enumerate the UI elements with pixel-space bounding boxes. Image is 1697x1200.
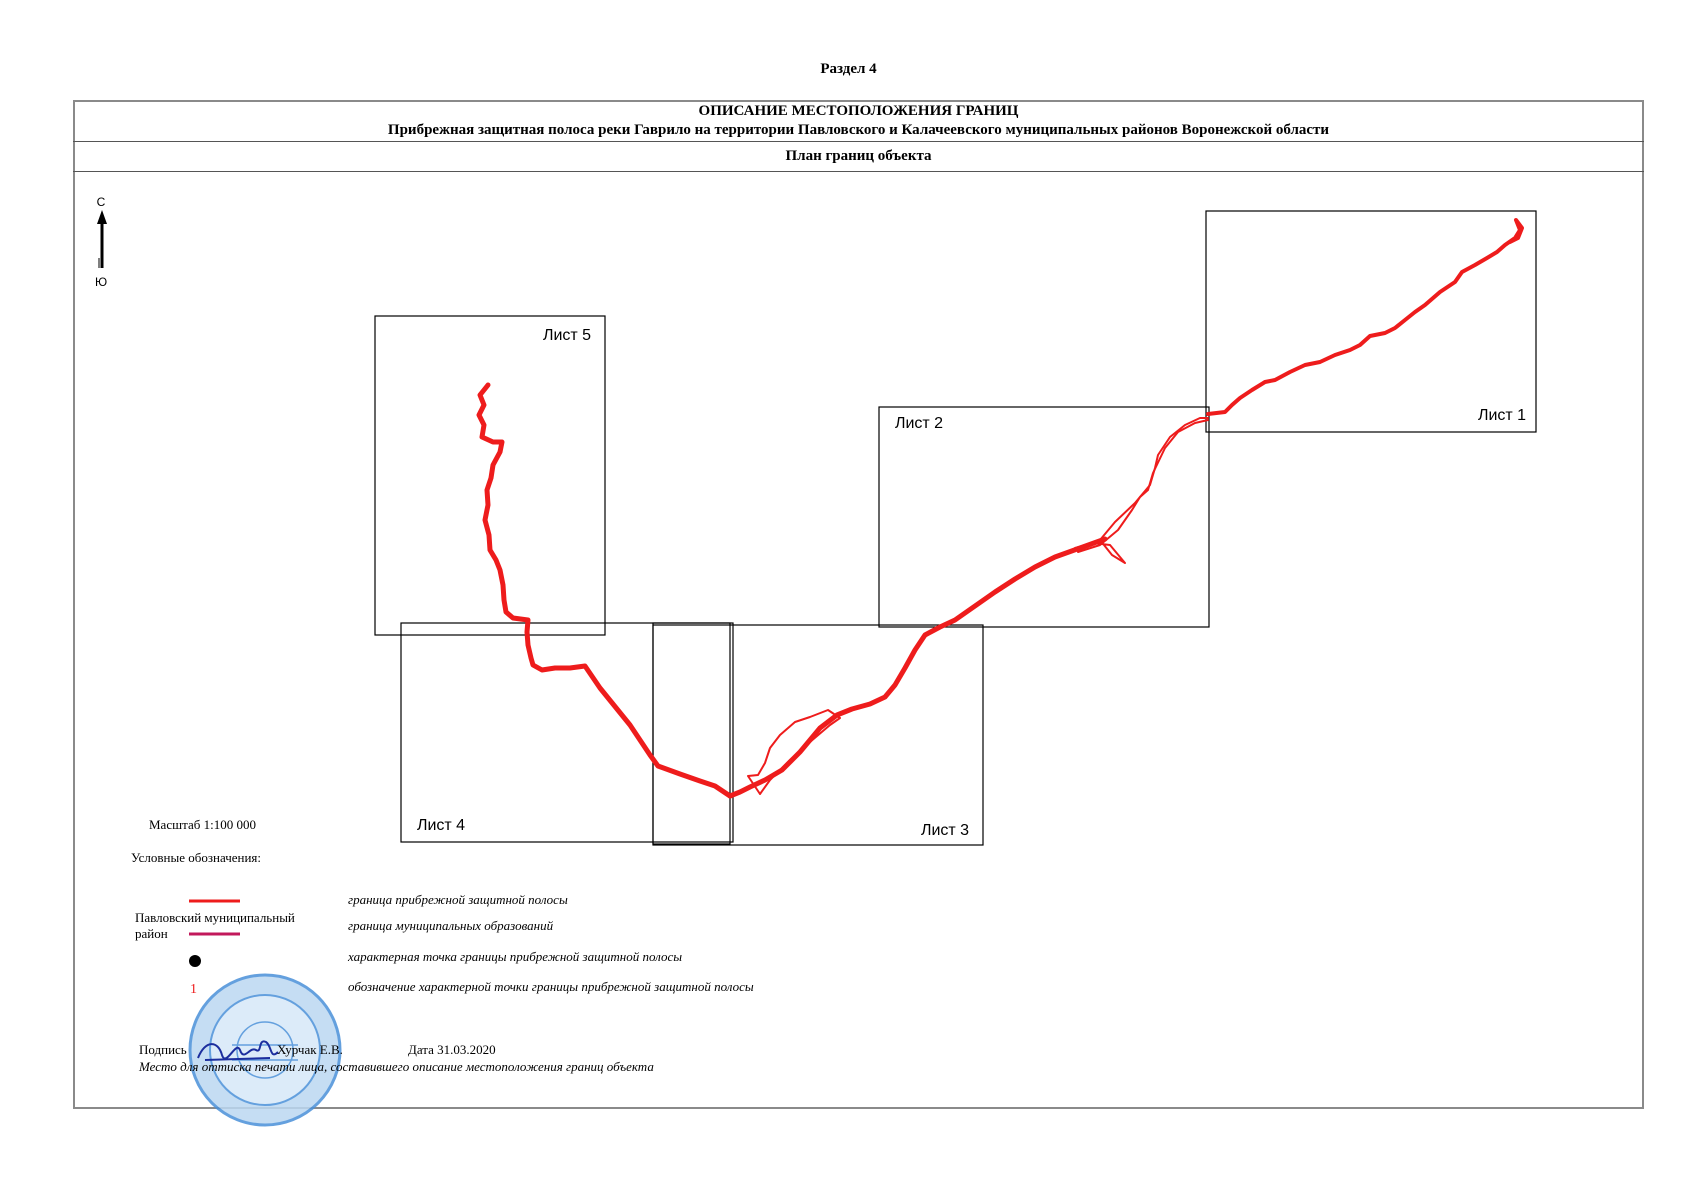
north-arrow-icon: [97, 210, 107, 268]
document-title: ОПИСАНИЕ МЕСТОПОЛОЖЕНИЯ ГРАНИЦ: [698, 103, 1019, 119]
document-subtitle: Прибрежная защитная полоса реки Гаврило …: [387, 122, 1330, 138]
header-divider: [73, 141, 1644, 142]
legend-item-municipal-text: граница муниципальных образований: [348, 918, 554, 933]
compass-north-label: С: [97, 195, 106, 209]
legend-title: Условные обозначения:: [131, 850, 262, 865]
sheet-4-label: Лист 4: [417, 817, 465, 834]
signature-icon: [197, 1040, 279, 1061]
sheet-overlap-frame: [652, 622, 731, 845]
document-date: Дата 31.03.2020: [408, 1042, 496, 1057]
stamp-note: Место для оттиска печати лица, составивш…: [139, 1059, 654, 1074]
stamp-seal-icon: [188, 973, 342, 1127]
legend-item-boundary-text: граница прибрежной защитной полосы: [348, 892, 568, 907]
sheet-1-label: Лист 1: [1478, 407, 1526, 424]
signature-label: Подпись: [139, 1042, 187, 1057]
legend-municipal-label: Павловский муниципальный район: [135, 910, 295, 941]
legend-item-point-text: характерная точка границы прибрежной защ…: [348, 949, 683, 964]
section-title: Раздел 4: [820, 61, 877, 77]
document-frame: [73, 100, 1644, 1109]
legend-red-number-symbol: 1: [190, 982, 197, 997]
compass-south-label: Ю: [95, 275, 107, 289]
map-scale: Масштаб 1:100 000: [149, 817, 256, 832]
protection-strip-boundary: [476, 218, 1524, 799]
signer-name: Хурчак Е.В.: [277, 1042, 343, 1057]
sheet-5-label: Лист 5: [543, 327, 591, 344]
legend-item-number-text: обозначение характерной точки границы пр…: [348, 979, 754, 994]
plan-title: План границ объекта: [785, 148, 932, 164]
sheet-5-frame: [374, 315, 606, 636]
sheet-2-frame: [878, 406, 1210, 628]
sheet-4-frame: [400, 622, 734, 843]
legend-black-dot-symbol: [189, 955, 201, 967]
plan-title-divider: [73, 171, 1644, 172]
sheet-3-label: Лист 3: [921, 822, 969, 839]
sheet-1-frame: [1205, 210, 1537, 433]
sheet-2-label: Лист 2: [895, 415, 943, 432]
